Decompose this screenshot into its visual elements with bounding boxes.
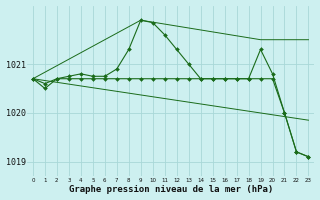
X-axis label: Graphe pression niveau de la mer (hPa): Graphe pression niveau de la mer (hPa) <box>68 185 273 194</box>
